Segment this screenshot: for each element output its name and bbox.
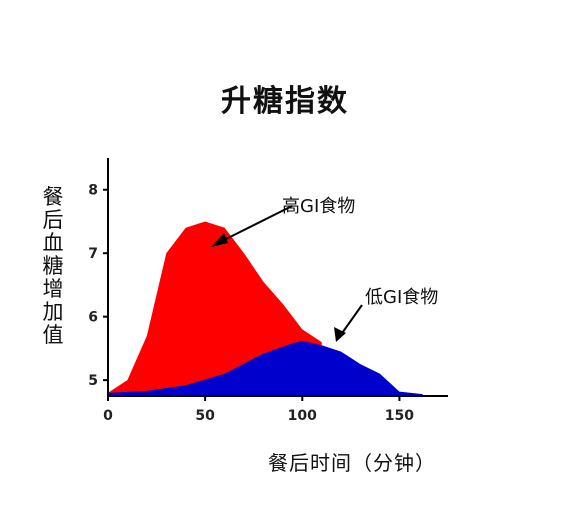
annotation-arrowhead-low-gi: [334, 327, 346, 342]
x-tick-label: 150: [385, 408, 414, 424]
x-tick-label: 100: [288, 408, 317, 424]
y-tick-label: 6: [88, 310, 98, 326]
annotation-arrowhead-high-gi: [211, 233, 228, 247]
annotation-arrow-low-gi: [339, 304, 363, 337]
annotation-low-gi: 低GI食物: [365, 287, 438, 308]
y-axis-label: 餐后血糖增加值: [42, 185, 64, 347]
y-tick-label: 7: [88, 246, 98, 262]
annotation-high-gi: 高GI食物: [282, 196, 355, 217]
series-area-low-gi: [108, 340, 423, 396]
x-axis-label: 餐后时间（分钟）: [268, 451, 436, 475]
y-tick-label: 5: [88, 373, 98, 389]
x-tick-label: 50: [195, 408, 215, 424]
axis-ticks: 0 50 100 150 5 6 7 8: [88, 183, 414, 424]
y-tick-label: 8: [88, 183, 98, 199]
chart-title: 升糖指数: [221, 84, 349, 119]
x-tick-label: 0: [103, 408, 113, 424]
annotation-arrow-high-gi: [215, 205, 293, 245]
